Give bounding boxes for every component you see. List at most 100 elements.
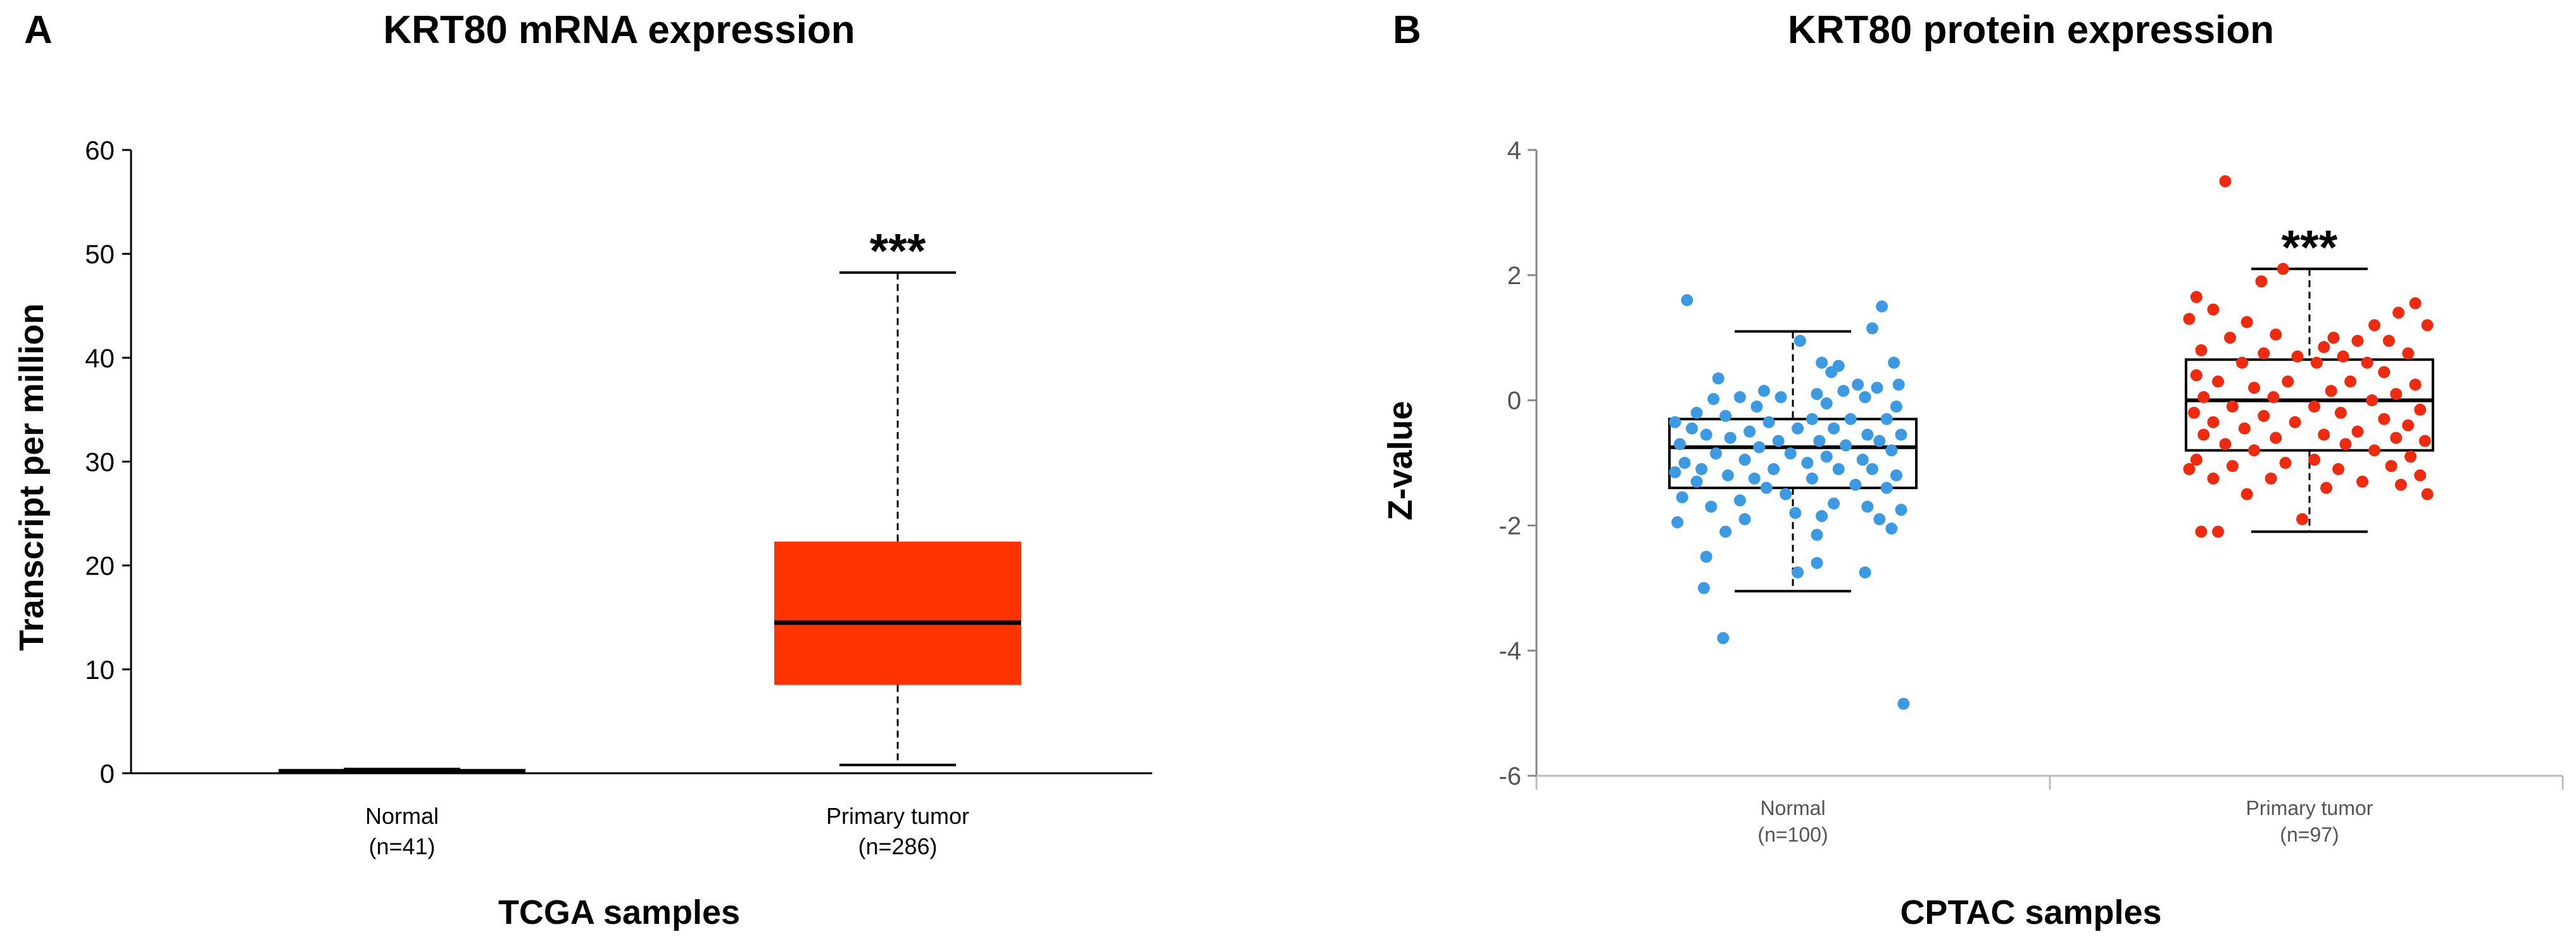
data-point-b	[1768, 463, 1780, 475]
data-point-b	[2325, 385, 2337, 397]
data-point-b	[2219, 175, 2232, 187]
data-point-b	[1792, 422, 1804, 435]
data-point-b	[2351, 425, 2364, 438]
data-point-b	[2248, 382, 2261, 394]
box-group-a	[279, 768, 525, 774]
data-point-b	[2183, 313, 2196, 325]
data-point-b	[2339, 438, 2352, 451]
data-point-b	[1897, 697, 1910, 710]
data-point-b	[1840, 439, 1852, 452]
y-tick-label-a: 10	[85, 655, 115, 685]
box-group-a: ***	[774, 225, 1021, 766]
data-point-b	[1880, 413, 1893, 425]
data-point-b	[2368, 319, 2381, 332]
data-point-b	[2190, 369, 2202, 382]
data-point-b	[2277, 263, 2289, 275]
data-point-b	[1888, 356, 1901, 369]
data-point-b	[2240, 316, 2253, 328]
category-label-b: Normal	[1760, 797, 1825, 819]
y-tick-label-b: -6	[1498, 762, 1521, 790]
data-point-b	[1873, 513, 1886, 526]
data-point-b	[1880, 482, 1893, 494]
data-point-b	[1866, 463, 1878, 475]
data-point-b	[2368, 444, 2381, 457]
data-point-b	[1700, 551, 1712, 563]
data-point-b	[1738, 513, 1751, 526]
data-point-b	[1678, 457, 1691, 469]
data-point-b	[2258, 347, 2270, 359]
data-point-b	[2378, 366, 2391, 378]
data-point-b	[1784, 447, 1797, 460]
data-point-b	[2296, 513, 2309, 526]
data-point-b	[1757, 385, 1770, 397]
y-tick-label-a: 20	[85, 551, 115, 581]
data-point-b	[2385, 459, 2397, 472]
data-point-b	[1852, 378, 1864, 391]
data-point-b	[1876, 300, 1888, 313]
iqr-box-a	[774, 541, 1021, 685]
data-point-b	[1816, 356, 1828, 369]
data-point-b	[1813, 435, 1826, 447]
category-labels-b: Normal (n=100) Primary tumor (n=97)	[1757, 797, 2373, 846]
data-point-b	[1806, 413, 1818, 425]
data-point-b	[1871, 382, 1883, 394]
data-point-b	[1705, 501, 1718, 513]
data-point-b	[1719, 525, 1732, 538]
data-point-b	[1780, 488, 1792, 501]
data-point-b	[1859, 391, 1871, 404]
data-point-b	[2337, 350, 2349, 363]
data-point-b	[1832, 463, 1845, 475]
data-point-b	[1806, 472, 1818, 485]
category-label-a: Normal	[365, 803, 439, 829]
data-point-b	[1717, 632, 1730, 644]
category-labels-a: Normal (n=41) Primary tumor (n=286)	[365, 803, 969, 859]
data-point-b	[2291, 350, 2304, 363]
data-point-b	[2248, 444, 2261, 457]
data-point-b	[1811, 528, 1823, 541]
data-point-b	[2190, 454, 2202, 466]
data-point-b	[2366, 394, 2378, 407]
data-point-b	[1738, 454, 1751, 466]
significance-label-a: ***	[870, 225, 926, 278]
data-point-b	[1762, 416, 1775, 428]
data-point-b	[1820, 397, 1833, 410]
data-point-b	[2402, 419, 2415, 432]
data-point-b	[1709, 447, 1722, 460]
data-point-b	[1772, 435, 1785, 447]
data-point-b	[2409, 297, 2422, 309]
data-point-b	[1811, 388, 1823, 401]
significance-label-b: ***	[2282, 221, 2338, 275]
data-point-b	[1733, 494, 1746, 507]
data-point-b	[2212, 525, 2225, 538]
data-point-b	[2255, 275, 2268, 288]
iqr-box-b	[1668, 418, 1918, 490]
data-point-b	[1844, 413, 1857, 425]
data-point-b	[1892, 378, 1905, 391]
data-point-b	[1792, 566, 1804, 579]
data-point-b	[2236, 356, 2249, 369]
data-point-b	[1828, 422, 1840, 435]
y-tick-label-b: 2	[1507, 262, 1521, 290]
data-point-b	[1861, 428, 1874, 441]
y-tick-label-a: 50	[85, 239, 115, 269]
y-axis-title-a: Transcript per million	[13, 303, 51, 650]
data-point-b	[1895, 428, 1907, 441]
data-point-b	[1866, 322, 1878, 335]
data-point-b	[1895, 504, 1907, 516]
data-point-b	[2207, 303, 2220, 316]
data-point-b	[2318, 428, 2330, 441]
data-point-b	[2258, 409, 2270, 422]
data-point-b	[2270, 432, 2282, 444]
category-count-b: (n=97)	[2280, 823, 2339, 846]
chart-title-a: KRT80 mRNA expression	[383, 8, 855, 52]
data-point-b	[2224, 332, 2237, 344]
y-tick-label-b: 0	[1507, 387, 1521, 415]
data-point-b	[1712, 372, 1725, 385]
data-point-b	[2394, 478, 2407, 491]
data-point-b	[2390, 388, 2403, 401]
data-point-b	[1669, 466, 1681, 478]
data-point-b	[1750, 400, 1763, 413]
data-point-b	[1811, 557, 1823, 569]
data-point-b	[1669, 416, 1681, 428]
data-point-b	[1700, 428, 1712, 441]
